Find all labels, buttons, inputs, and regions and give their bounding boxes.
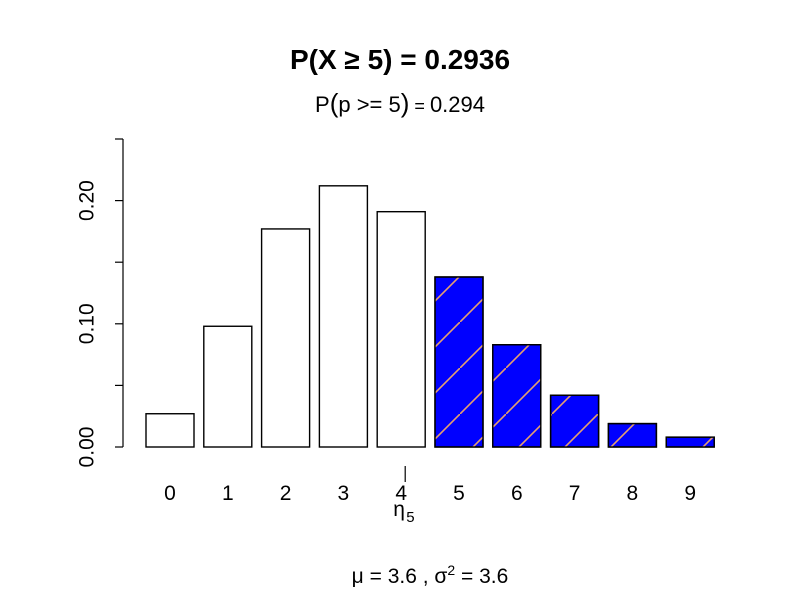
subtitle-open-paren: ( [329,88,339,118]
subtitle-prefix: P [315,92,330,117]
bar-4 [376,210,426,448]
x-tick-label: 9 [684,482,696,505]
x-tick-label: 5 [453,482,465,505]
bar-hatch-9 [665,436,715,448]
bar-hatch-5 [434,276,484,448]
subtitle-expression: p >= 5 [338,92,401,117]
cutoff-label: η [393,498,405,521]
x-tick-label: 6 [511,482,523,505]
bar-hatch-7 [549,394,600,448]
chart-footer-stats: μ = 3.6 , σ2 = 3.6 [0,562,800,589]
y-tick-label: 0.00 [76,427,99,468]
mu-text: = 3.6 , [363,565,435,588]
bar-1 [203,325,253,448]
x-tick-label: 7 [569,482,581,505]
x-tick-label: 4 [395,482,407,505]
x-tick-labels: 0 1 2 3 4 5 6 7 8 9 [164,482,696,505]
chart-title: P(X ≥ 5) = 0.2936 [289,44,511,75]
sigma-symbol: σ [434,565,448,588]
bar-0 [145,413,195,448]
bar-3 [318,185,369,448]
subtitle-close-paren: ) [400,88,410,118]
y-axis: 0.00 0.10 0.20 [76,138,124,468]
y-tick-label: 0.20 [76,180,99,221]
x-tick-label: 1 [222,482,234,505]
bar-2 [260,228,311,448]
x-tick-label: 8 [627,482,639,505]
y-tick-label: 0.10 [76,303,99,344]
x-tick-label: 3 [338,482,350,505]
bar-hatch-8 [607,422,658,448]
cutoff-label-subscript: 5 [406,509,414,526]
sigma-superscript: 2 [447,562,456,578]
subtitle-value: 0.294 [429,92,485,117]
bars-group [145,185,715,448]
chart-subtitle: P(p >= 5) = 0.294 [0,88,800,119]
bar-hatch-6 [492,344,542,448]
x-tick-label: 2 [280,482,292,505]
subtitle-equals: = [409,96,430,116]
mu-symbol: μ [351,565,364,588]
sigma-text: = 3.6 [455,565,509,588]
x-tick-label: 0 [164,482,176,505]
